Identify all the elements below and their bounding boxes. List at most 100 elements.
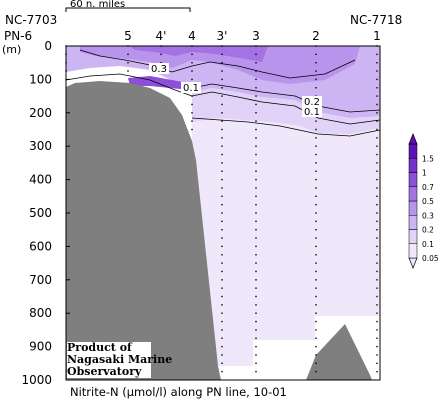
colorbar-label: 0.5	[422, 197, 434, 206]
station-label: 2	[312, 29, 320, 43]
sample-point	[376, 370, 378, 373]
region-0.5	[130, 46, 268, 62]
sample-point	[191, 70, 193, 72]
contour-0.3	[79, 49, 356, 79]
sample-point	[255, 103, 257, 106]
sample-point	[221, 95, 223, 97]
sample-point	[376, 304, 378, 306]
sample-point	[221, 62, 223, 64]
sample-point	[315, 212, 317, 214]
y-tick-label: 500	[29, 206, 52, 220]
sample-point	[315, 153, 317, 156]
sample-point	[376, 229, 378, 231]
sample-point	[315, 62, 317, 64]
sample-point	[255, 362, 257, 364]
sample-point	[255, 187, 257, 189]
sample-point	[376, 103, 378, 106]
station-label: 4	[188, 29, 196, 43]
sample-point	[221, 103, 223, 106]
colorbar-segment	[408, 215, 418, 230]
colorbar-label: 0.3	[422, 211, 434, 220]
sample-point	[221, 254, 223, 256]
bathymetry	[66, 81, 372, 380]
sample-point	[221, 212, 223, 214]
sample-point	[376, 295, 378, 298]
sample-point	[376, 287, 378, 289]
sample-point	[221, 87, 223, 89]
sample-point	[376, 95, 378, 97]
sample-point	[255, 162, 257, 164]
sample-point	[315, 220, 317, 223]
sample-point	[221, 220, 223, 223]
sample-point	[221, 337, 223, 339]
sample-point	[315, 345, 317, 348]
colorbar-segment	[408, 158, 418, 173]
colorbar: 0.05 0.1 0.2 0.3 0.5 0.7 1 1.5	[408, 133, 439, 269]
sample-point	[221, 53, 223, 56]
sample-point	[255, 203, 257, 206]
y-tick-labels: 0 100 200 300 400 500 600 700 800 900 1000	[21, 39, 52, 387]
sample-point	[191, 120, 193, 122]
scale-bar-label: 60 n. miles	[70, 0, 125, 10]
sample-point	[221, 354, 223, 356]
sample-point	[315, 312, 317, 314]
station-label: 1	[373, 29, 381, 43]
sample-point	[376, 145, 378, 147]
sample-point	[315, 120, 317, 122]
sample-point	[376, 337, 378, 339]
sample-point	[315, 270, 317, 273]
sample-point	[221, 270, 223, 273]
sample-point	[255, 145, 257, 147]
station-label: 5	[124, 29, 132, 43]
seamount	[306, 324, 372, 380]
sample-point	[255, 245, 257, 248]
sample-point	[315, 203, 317, 206]
left-cruise-label: NC-7703	[5, 13, 57, 27]
sample-point	[376, 220, 378, 223]
y-tick-label: 0	[44, 39, 52, 53]
sample-point	[315, 53, 317, 56]
credit-line: Product of	[67, 341, 132, 354]
sample-point	[376, 345, 378, 348]
region-0.7	[128, 76, 192, 90]
colorbar-label: 0.05	[422, 254, 439, 263]
sample-point	[315, 237, 317, 239]
sample-point	[127, 53, 129, 56]
sample-point	[221, 345, 223, 348]
sample-point	[376, 237, 378, 239]
sample-point	[376, 354, 378, 356]
sample-point	[376, 62, 378, 64]
colorbar-label: 1.5	[422, 154, 434, 163]
sample-point	[376, 195, 378, 197]
concentration-fill	[66, 46, 380, 366]
sample-point	[221, 178, 223, 181]
sample-point	[255, 220, 257, 223]
contour-label-bg	[302, 106, 322, 117]
sample-point	[376, 78, 378, 81]
sample-point	[221, 262, 223, 264]
sample-point	[191, 78, 193, 81]
sample-point	[221, 320, 223, 323]
scale-bar	[65, 7, 191, 12]
contour-0.2	[191, 83, 381, 113]
sample-point	[191, 62, 193, 64]
sample-point	[255, 312, 257, 314]
sample-point	[221, 170, 223, 172]
sample-point	[221, 295, 223, 298]
sample-point	[376, 320, 378, 323]
sample-point	[255, 70, 257, 72]
sample-point	[376, 362, 378, 364]
colorbar-segment	[408, 200, 418, 216]
sample-point	[255, 279, 257, 281]
sample-point	[221, 112, 223, 114]
region-0.05	[192, 100, 380, 366]
sample-point	[376, 70, 378, 72]
sample-point	[315, 320, 317, 323]
sample-point	[255, 345, 257, 348]
sample-point	[255, 112, 257, 114]
sample-point	[255, 78, 257, 81]
sample-point	[221, 203, 223, 206]
sample-point	[315, 162, 317, 164]
sample-point	[160, 53, 162, 56]
